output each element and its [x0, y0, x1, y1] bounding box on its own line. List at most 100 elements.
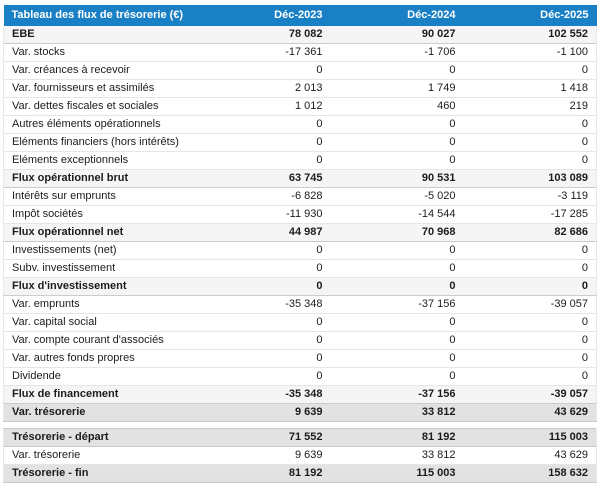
row-label: Flux de financement — [3, 385, 198, 404]
row-value: 0 — [463, 277, 597, 296]
table-row: Eléments financiers (hors intérêts) 0 0 … — [3, 133, 597, 152]
row-value: -37 156 — [330, 385, 464, 404]
row-value: -5 020 — [330, 187, 464, 206]
row-value: -35 348 — [197, 385, 331, 404]
row-value: 0 — [330, 115, 464, 134]
table-header-row: Tableau des flux de trésorerie (€) Déc-2… — [3, 5, 597, 26]
row-value: 0 — [197, 115, 331, 134]
row-label: Impôt sociétés — [3, 205, 198, 224]
row-label: Eléments exceptionnels — [3, 151, 198, 170]
row-value: 115 003 — [463, 428, 597, 447]
table-title: Tableau des flux de trésorerie (€) — [3, 5, 198, 26]
row-value: 0 — [330, 133, 464, 152]
table-row: Var. capital social 0 0 0 — [3, 313, 597, 332]
row-label: Intérêts sur emprunts — [3, 187, 198, 206]
row-value: 71 552 — [197, 428, 331, 447]
row-value: 0 — [197, 151, 331, 170]
table-row: Impôt sociétés -11 930 -14 544 -17 285 — [3, 205, 597, 224]
table-row: Flux de financement -35 348 -37 156 -39 … — [3, 385, 597, 404]
row-value: 0 — [463, 151, 597, 170]
table-row: Flux d'investissement 0 0 0 — [3, 277, 597, 296]
row-value: 43 629 — [463, 403, 597, 422]
row-value: 0 — [463, 115, 597, 134]
row-value: 0 — [330, 241, 464, 260]
row-value: -11 930 — [197, 205, 331, 224]
table-row: Investissements (net) 0 0 0 — [3, 241, 597, 260]
row-value: 0 — [330, 61, 464, 80]
row-value: -37 156 — [330, 295, 464, 314]
row-value: 0 — [330, 349, 464, 368]
table-row: Subv. investissement 0 0 0 — [3, 259, 597, 278]
row-value: 0 — [463, 61, 597, 80]
row-value: 219 — [463, 97, 597, 116]
row-label: Flux opérationnel net — [3, 223, 198, 242]
table-row: Intérêts sur emprunts -6 828 -5 020 -3 1… — [3, 187, 597, 206]
row-value: 0 — [463, 331, 597, 350]
row-value: 90 531 — [330, 169, 464, 188]
table-row: Var. compte courant d'associés 0 0 0 — [3, 331, 597, 350]
row-value: 460 — [330, 97, 464, 116]
row-label: Flux opérationnel brut — [3, 169, 198, 188]
row-value: 90 027 — [330, 26, 464, 44]
table-row: Var. autres fonds propres 0 0 0 — [3, 349, 597, 368]
row-value: 1 012 — [197, 97, 331, 116]
row-value: 33 812 — [330, 403, 464, 422]
row-label: Flux d'investissement — [3, 277, 198, 296]
row-value: 82 686 — [463, 223, 597, 242]
row-label: Var. créances à recevoir — [3, 61, 198, 80]
table-row: Flux opérationnel brut 63 745 90 531 103… — [3, 169, 597, 188]
row-label: Var. stocks — [3, 43, 198, 62]
row-value: 0 — [463, 349, 597, 368]
row-label: Var. dettes fiscales et sociales — [3, 97, 198, 116]
row-value: 78 082 — [197, 26, 331, 44]
row-label: Autres éléments opérationnels — [3, 115, 198, 134]
row-value: 81 192 — [197, 464, 331, 483]
row-value: 0 — [330, 151, 464, 170]
row-value: 0 — [197, 241, 331, 260]
row-label: Var. compte courant d'associés — [3, 331, 198, 350]
row-label: Var. fournisseurs et assimilés — [3, 79, 198, 98]
row-value: 0 — [197, 331, 331, 350]
row-value: -39 057 — [463, 385, 597, 404]
row-value: 0 — [463, 241, 597, 260]
row-value: -14 544 — [330, 205, 464, 224]
row-value: 0 — [330, 277, 464, 296]
row-value: 1 418 — [463, 79, 597, 98]
row-value: 103 089 — [463, 169, 597, 188]
row-value: -6 828 — [197, 187, 331, 206]
row-value: -17 361 — [197, 43, 331, 62]
row-value: 0 — [330, 367, 464, 386]
table-row: Trésorerie - départ 71 552 81 192 115 00… — [3, 428, 597, 447]
row-label: Var. capital social — [3, 313, 198, 332]
row-label: Dividende — [3, 367, 198, 386]
row-label: Var. emprunts — [3, 295, 198, 314]
row-value: 63 745 — [197, 169, 331, 188]
table-row: Var. créances à recevoir 0 0 0 — [3, 61, 597, 80]
row-label: Subv. investissement — [3, 259, 198, 278]
table-row: Var. dettes fiscales et sociales 1 012 4… — [3, 97, 597, 116]
row-label: Trésorerie - fin — [3, 464, 198, 483]
row-value: 9 639 — [197, 403, 331, 422]
row-label: Eléments financiers (hors intérêts) — [3, 133, 198, 152]
row-value: 2 013 — [197, 79, 331, 98]
row-value: 81 192 — [330, 428, 464, 447]
row-value: -35 348 — [197, 295, 331, 314]
row-label: EBE — [3, 26, 198, 44]
row-value: 0 — [330, 331, 464, 350]
row-value: 0 — [197, 61, 331, 80]
row-value: 0 — [463, 133, 597, 152]
row-value: -3 119 — [463, 187, 597, 206]
row-label: Trésorerie - départ — [3, 428, 198, 447]
row-value: 44 987 — [197, 223, 331, 242]
column-header-dec-2025: Déc-2025 — [463, 5, 597, 26]
row-value: -39 057 — [463, 295, 597, 314]
row-value: 0 — [463, 313, 597, 332]
table-row: Eléments exceptionnels 0 0 0 — [3, 151, 597, 170]
row-value: 33 812 — [330, 446, 464, 465]
cashflow-table: Tableau des flux de trésorerie (€) Déc-2… — [3, 5, 597, 422]
row-value: -1 706 — [330, 43, 464, 62]
row-value: 102 552 — [463, 26, 597, 44]
row-label: Var. autres fonds propres — [3, 349, 198, 368]
row-value: 43 629 — [463, 446, 597, 465]
column-header-dec-2023: Déc-2023 — [197, 5, 331, 26]
